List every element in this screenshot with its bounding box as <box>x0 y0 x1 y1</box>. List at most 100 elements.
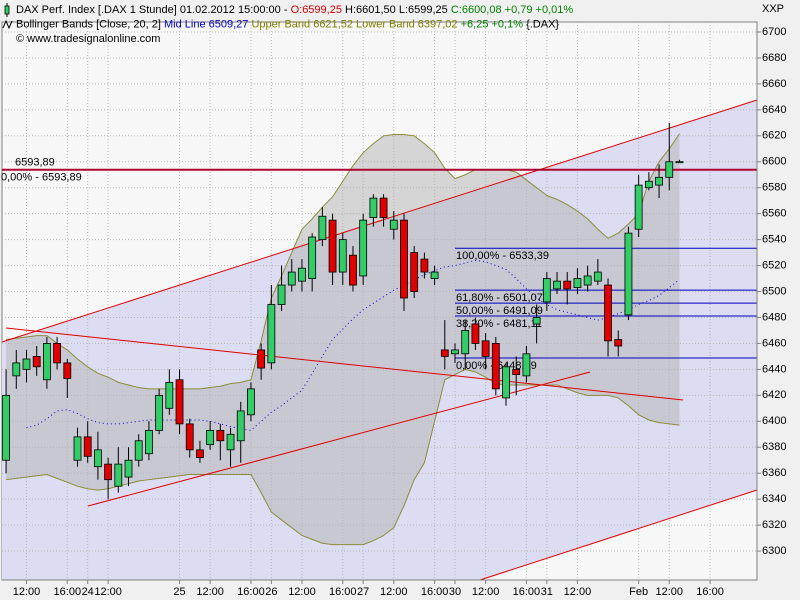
fib-label: 50,00% - 6491,09 <box>456 305 543 317</box>
candle-body <box>553 280 561 290</box>
trend-line <box>1 99 758 343</box>
header-line: Bollinger Bands [Close, 20, 2] Mid Line … <box>16 18 559 30</box>
trend-line <box>479 489 758 581</box>
candle-body <box>369 197 378 218</box>
candle-body <box>12 362 21 377</box>
candle-body <box>247 388 255 416</box>
header-segment: © www.tradesignalonline.com <box>16 33 160 45</box>
candle-body <box>196 449 204 459</box>
y-tick-label: 6340 <box>762 493 786 505</box>
x-tick-label: 12:00 <box>13 586 41 598</box>
y-tick-label: 6400 <box>762 415 786 427</box>
trend-lines <box>1 99 758 581</box>
candle-body <box>665 161 674 178</box>
candle-body <box>614 339 623 347</box>
candle-body <box>583 275 592 286</box>
x-tick-label: 31 <box>541 586 553 598</box>
fib-label: 38,20% - 6481,11 <box>456 318 542 330</box>
header-segment: H:6601,50 L:6599,25 <box>342 4 451 16</box>
candle-body <box>53 343 61 364</box>
y-tick-label: 6320 <box>762 519 786 531</box>
candles <box>2 122 684 500</box>
candle-body <box>389 219 398 230</box>
x-tick-label: 12:00 <box>655 586 683 598</box>
x-tick-label: 12:00 <box>380 586 408 598</box>
candle-body <box>430 271 439 279</box>
x-tick-label: 16:00 <box>513 586 541 598</box>
mid-line <box>26 259 680 431</box>
x-tick-label: 16:00 <box>329 586 357 598</box>
y-tick-label: 6480 <box>762 311 786 323</box>
candle-body <box>318 215 327 241</box>
candle-body <box>134 440 143 461</box>
candle-body <box>124 459 133 478</box>
upper-band <box>6 133 680 390</box>
x-tick-label: 16:00 <box>237 586 265 598</box>
candle-body <box>522 353 531 377</box>
x-tick-label: 12:00 <box>288 586 316 598</box>
candle-body <box>257 349 266 369</box>
x-tick-label: 16:00 <box>54 586 82 598</box>
candle-body <box>338 239 347 273</box>
candle-body <box>206 429 215 446</box>
price-line-label: 6593,89 <box>15 157 55 169</box>
candle-body <box>451 349 459 355</box>
candle-body <box>298 267 306 282</box>
candle-body <box>420 258 429 273</box>
header-line: © www.tradesignalonline.com <box>16 33 160 45</box>
axes: XXP 6300 6320 6340 6360 6380 6400 6420 6440 6460… <box>13 3 787 598</box>
candle-body <box>359 219 368 277</box>
candle-body <box>216 429 225 442</box>
candle-body <box>287 271 296 286</box>
x-tick-label: 25 <box>173 586 185 598</box>
header-segment: Bollinger Bands [Close, 20, 2] <box>16 18 164 30</box>
y-tick-label: 6360 <box>762 467 786 479</box>
y-tick-label: 6580 <box>762 182 786 194</box>
candle-body <box>277 284 286 305</box>
y-tick-label: 6440 <box>762 363 786 375</box>
candle-body <box>73 436 82 461</box>
candle-body <box>440 349 449 357</box>
candle-body <box>236 410 245 442</box>
y-tick-label: 6640 <box>762 104 786 116</box>
x-tick-label: 12:00 <box>472 586 500 598</box>
candle-body <box>481 340 490 357</box>
y-tick-label: 6620 <box>762 130 786 142</box>
trend-line <box>5 327 684 401</box>
candle-body <box>226 433 235 451</box>
axis-label: XXP <box>762 3 784 15</box>
y-tick-label: 6680 <box>762 52 786 64</box>
x-tick-label: 30 <box>449 586 461 598</box>
y-tick-label: 6520 <box>762 259 786 271</box>
y-tick-label: 6660 <box>762 78 786 90</box>
header-segment: O:6599,25 <box>291 4 342 16</box>
x-tick-label: 16:00 <box>421 586 449 598</box>
candle-body <box>400 219 408 299</box>
header-segment: {.DAX} <box>526 18 559 30</box>
candle-body <box>94 449 102 468</box>
fib-label: 0,00% - 6593,89 <box>1 172 82 184</box>
candle-body <box>328 219 337 273</box>
band-fill <box>6 133 680 545</box>
x-tick-label: 12:00 <box>94 586 122 598</box>
candle-body <box>593 271 602 282</box>
y-tick-label: 6420 <box>762 389 786 401</box>
header-line: DAX Perf. Index [.DAX 1 Stunde] 01.02.20… <box>16 4 573 16</box>
candle-body <box>185 423 194 451</box>
indicator-icon <box>2 19 13 30</box>
x-tick-label: 16:00 <box>696 586 724 598</box>
y-tick-label: 6380 <box>762 441 786 453</box>
candle-body <box>471 323 480 344</box>
candle-body <box>502 366 510 399</box>
x-tick-label: 12:00 <box>196 586 224 598</box>
candle-body <box>83 436 92 457</box>
x-tick-label: 26 <box>265 586 277 598</box>
header-segment: Upper Band 6621,52 Lower Band 6397,02 <box>251 18 460 30</box>
header-segment: C:6600,08 +0,79 +0,01% <box>451 4 574 16</box>
header-segment: Mid Line 6509,27 <box>164 18 251 30</box>
candle-body <box>104 463 113 481</box>
x-tick-label: 24 <box>82 586 94 598</box>
candle-body <box>573 278 582 289</box>
x-tick-label: Feb <box>629 586 648 598</box>
